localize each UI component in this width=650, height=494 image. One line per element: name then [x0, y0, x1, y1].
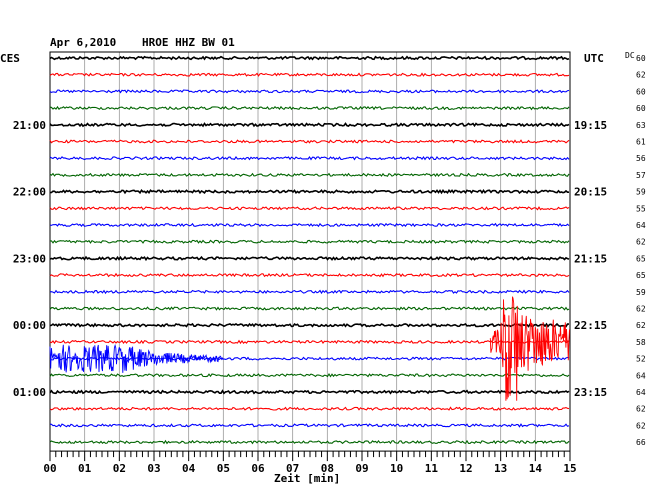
dc-offset-label: 59 [636, 188, 646, 197]
event-traces [49, 296, 570, 401]
dc-offset-label: 64 [636, 388, 646, 397]
event-trace [489, 296, 570, 401]
x-tick-label: 14 [529, 462, 543, 475]
minute-grid [49, 51, 571, 452]
dc-offset-labels: 60 62 60 60 63 61 56 57 59 55 64 62 65 65 59 62 62 58 52 64… [636, 54, 646, 447]
trace-line [49, 272, 570, 278]
x-tick-label: 00 [43, 462, 56, 475]
trace-line [49, 289, 570, 295]
left-hour-label: 22:00 [13, 186, 46, 199]
dc-offset-label: 62 [636, 321, 646, 330]
dc-offset-label: 59 [636, 288, 646, 297]
dc-offset-label: 65 [636, 271, 646, 280]
dc-offset-label: 56 [636, 154, 646, 163]
x-tick-label: 12 [459, 462, 472, 475]
event-trace [49, 343, 224, 373]
x-tick-label: 04 [182, 462, 196, 475]
trace-line [49, 306, 570, 311]
trace-line [49, 439, 570, 445]
dc-offset-label: 60 [636, 104, 646, 113]
left-hour-label: 23:00 [13, 252, 46, 265]
trace-line [49, 373, 570, 378]
dc-offset-label: 64 [636, 371, 646, 380]
trace-line [49, 188, 570, 195]
trace-line [49, 206, 570, 211]
trace-line [49, 172, 570, 178]
x-tick-label: 13 [494, 462, 507, 475]
trace-line [49, 89, 570, 94]
x-tick-label: 15 [563, 462, 576, 475]
dc-offset-label: 62 [636, 421, 646, 430]
trace-line [49, 322, 570, 328]
dc-offset-label: 62 [636, 405, 646, 414]
time-axis: 00 01 02 03 04 05 06 07 08 09 10 11 12 13 14 15 [43, 451, 577, 475]
dc-offset-label: 62 [636, 305, 646, 314]
dc-offset-label: 60 [636, 54, 646, 63]
trace-line [49, 339, 570, 345]
right-hour-label: 21:15 [574, 252, 607, 265]
dc-offset-label: 55 [636, 204, 646, 213]
left-timezone-label: CES [0, 52, 20, 65]
dc-offset-label: 57 [636, 171, 646, 180]
dc-offset-label: 52 [636, 355, 646, 364]
dc-offset-label: 62 [636, 238, 646, 247]
trace-line [49, 255, 570, 262]
dc-offset-label: 60 [636, 87, 646, 96]
trace-lines [49, 55, 570, 445]
dc-offset-label: 62 [636, 71, 646, 80]
x-tick-label: 11 [425, 462, 439, 475]
trace-line [49, 72, 570, 77]
x-tick-label: 01 [78, 462, 92, 475]
trace-line [49, 105, 570, 111]
x-axis-label: Zeit [min] [274, 472, 340, 485]
dc-offset-label: 58 [636, 338, 646, 347]
right-hour-label: 22:15 [574, 319, 607, 332]
date-label: Apr 6,2010 [50, 36, 116, 49]
trace-line [49, 389, 570, 395]
dc-offset-label: 66 [636, 438, 646, 447]
trace-line [49, 122, 570, 128]
trace-line [49, 139, 570, 144]
trace-line [49, 406, 570, 411]
dc-offset-label: 64 [636, 221, 646, 230]
trace-line [49, 55, 570, 61]
trace-line [49, 356, 570, 361]
x-tick-label: 02 [113, 462, 126, 475]
x-tick-label: 10 [390, 462, 403, 475]
hour-labels: 21:00 22:00 23:00 00:00 01:00 19:15 20:15 21:15… [13, 119, 607, 399]
dc-offset-label: 63 [636, 121, 646, 130]
dc-offset-label: 61 [636, 138, 646, 147]
right-hour-label: 23:15 [574, 386, 607, 399]
left-hour-label: 00:00 [13, 319, 46, 332]
trace-line [49, 239, 570, 244]
trace-line [49, 423, 570, 428]
station-label: HROE HHZ BW 01 [142, 36, 235, 49]
right-timezone-label: UTC [584, 52, 604, 65]
x-tick-label: 03 [147, 462, 160, 475]
left-hour-label: 01:00 [13, 386, 46, 399]
dc-offset-label: 65 [636, 254, 646, 263]
x-tick-label: 06 [251, 462, 265, 475]
trace-line [49, 155, 570, 161]
x-tick-label: 08 [321, 462, 334, 475]
trace-line [49, 222, 570, 228]
left-hour-label: 21:00 [13, 119, 46, 132]
right-hour-label: 20:15 [574, 186, 607, 199]
right-hour-label: 19:15 [574, 119, 607, 132]
x-tick-label: 07 [286, 462, 299, 475]
dc-header-label: DC [625, 51, 635, 60]
x-tick-label: 09 [355, 462, 368, 475]
x-tick-label: 05 [217, 462, 230, 475]
